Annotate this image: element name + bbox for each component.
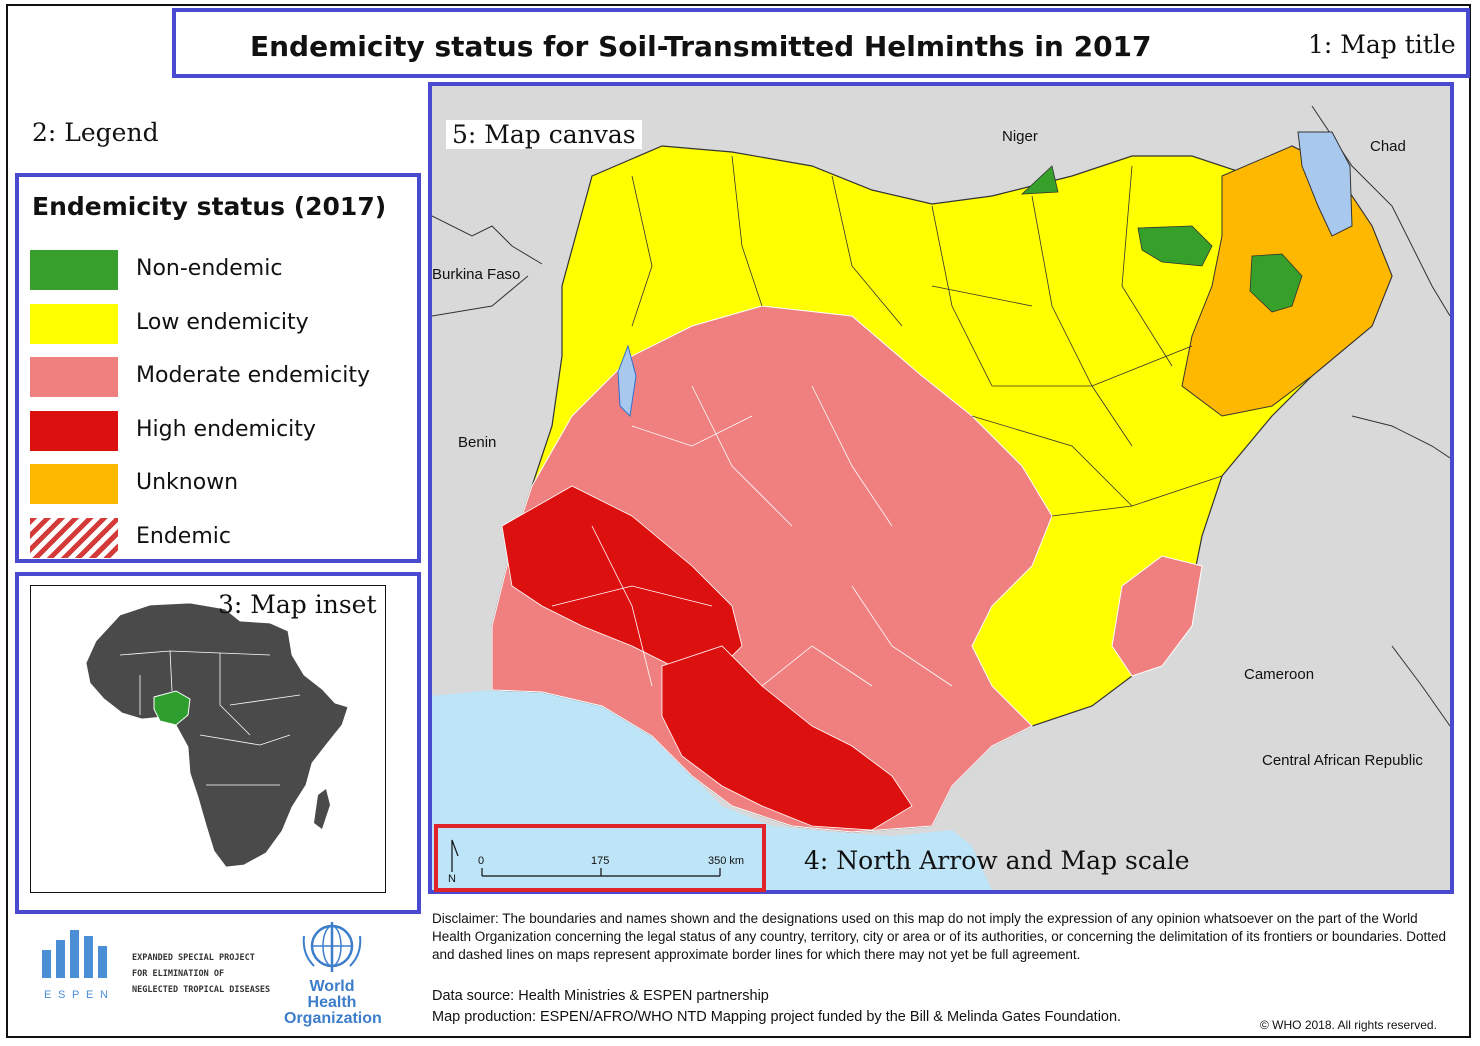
map-production: Map production: ESPEN/AFRO/WHO NTD Mappi…: [432, 1009, 1122, 1025]
callout-map-canvas: 5: Map canvas: [446, 120, 642, 149]
callout-map-title: 1: Map title: [1308, 30, 1456, 59]
espen-letter: E: [44, 989, 51, 1001]
africa-continent: [85, 602, 349, 868]
espen-line: NEGLECTED TROPICAL DISEASES: [132, 985, 271, 995]
espen-logo: E S P E N: [42, 930, 108, 1001]
legend-item-low: Low endemicity: [30, 304, 410, 348]
legend-swatch: [30, 411, 118, 451]
map-canvas-box: [428, 82, 1454, 894]
page-frame: [6, 4, 1471, 1038]
madagascar: [314, 789, 330, 829]
nigeria-high-region-south: [661, 645, 913, 831]
callout-legend: 2: Legend: [32, 118, 159, 147]
espen-letter: N: [100, 989, 108, 1001]
legend-label: Moderate endemicity: [136, 363, 370, 388]
callout-map-inset: 3: Map inset: [218, 590, 377, 619]
espen-line: EXPANDED SPECIAL PROJECT: [132, 953, 255, 963]
data-source: Data source: Health Ministries & ESPEN p…: [432, 988, 769, 1004]
who-line: Organization: [284, 1010, 382, 1027]
scale-tick-175: 175: [591, 855, 609, 867]
scale-box: [434, 824, 766, 892]
lake-chad: [1297, 131, 1353, 237]
country-label-niger: Niger: [1002, 128, 1038, 145]
inset-borders: [119, 650, 301, 786]
north-arrow-icon: [451, 839, 459, 872]
legend-item-moderate: Moderate endemicity: [30, 357, 410, 401]
kainji-lake: [617, 344, 637, 418]
map-title-box: [172, 8, 1470, 78]
country-label-burkina-faso: Burkina Faso: [432, 266, 521, 283]
legend-label: Endemic: [136, 524, 231, 549]
nigeria-highlight: [153, 690, 191, 726]
espen-letter: P: [72, 989, 79, 1001]
ocean: [432, 690, 992, 890]
north-label: N: [448, 873, 456, 885]
legend-swatch: [30, 464, 118, 504]
country-label-car: Central African Republic: [1262, 752, 1423, 769]
legend-item-non-endemic: Non-endemic: [30, 250, 410, 294]
who-wordmark: World Health Organization: [284, 978, 382, 1027]
espen-caption: EXPANDED SPECIAL PROJECT FOR ELIMINATION…: [132, 950, 270, 998]
callout-north-arrow-scale: 4: North Arrow and Map scale: [804, 846, 1190, 875]
legend-item-high: High endemicity: [30, 411, 410, 455]
scale-tick-350: 350 km: [708, 855, 744, 867]
legend-swatch: [30, 357, 118, 397]
map-inset-box: [15, 572, 421, 914]
nigeria-non-endemic-ne: [1249, 253, 1303, 313]
legend-label: Unknown: [136, 470, 239, 495]
country-label-cameroon: Cameroon: [1244, 666, 1315, 683]
disclaimer: Disclaimer: The boundaries and names sho…: [432, 911, 1447, 962]
map-svg: [432, 86, 1450, 890]
legend-label: Non-endemic: [136, 256, 283, 281]
north-arrow-and-scale: N 0 175 350 km: [448, 839, 744, 885]
nigeria-non-endemic-nw: [1020, 165, 1059, 195]
nigeria-moderate-region: [491, 305, 1053, 833]
legend-swatch: [30, 250, 118, 290]
legend-label: Low endemicity: [136, 310, 309, 335]
scale-tick-0: 0: [478, 855, 484, 867]
country-label-benin: Benin: [458, 434, 497, 451]
espen-line: FOR ELIMINATION OF: [132, 969, 225, 979]
who-emblem-icon: [302, 922, 362, 972]
map-title: Endemicity status for Soil-Transmitted H…: [250, 30, 1152, 63]
map-inset: [30, 585, 386, 893]
country-label-chad: Chad: [1370, 138, 1406, 155]
who-line: World Health: [307, 978, 357, 1011]
district-borders: [631, 155, 1223, 517]
legend-item-unknown: Unknown: [30, 464, 410, 508]
map-canvas: Niger Chad Burkina Faso Benin Cameroon C…: [432, 86, 1450, 890]
legend-label: High endemicity: [136, 417, 316, 442]
copyright: © WHO 2018. All rights reserved.: [1260, 1018, 1437, 1032]
legend-swatch: [30, 304, 118, 344]
espen-letter: S: [58, 989, 65, 1001]
legend-swatch-hatched: [30, 518, 118, 558]
nigeria-moderate-east: [1111, 555, 1203, 677]
legend-box: [15, 173, 421, 563]
nigeria-non-endemic-n: [1137, 225, 1213, 267]
district-borders-south: [551, 385, 953, 687]
legend-item-endemic: Endemic: [30, 518, 410, 562]
espen-letter: E: [86, 989, 93, 1001]
legend-title: Endemicity status (2017): [32, 192, 387, 221]
credits: Data source: Health Ministries & ESPEN p…: [432, 986, 1121, 1028]
